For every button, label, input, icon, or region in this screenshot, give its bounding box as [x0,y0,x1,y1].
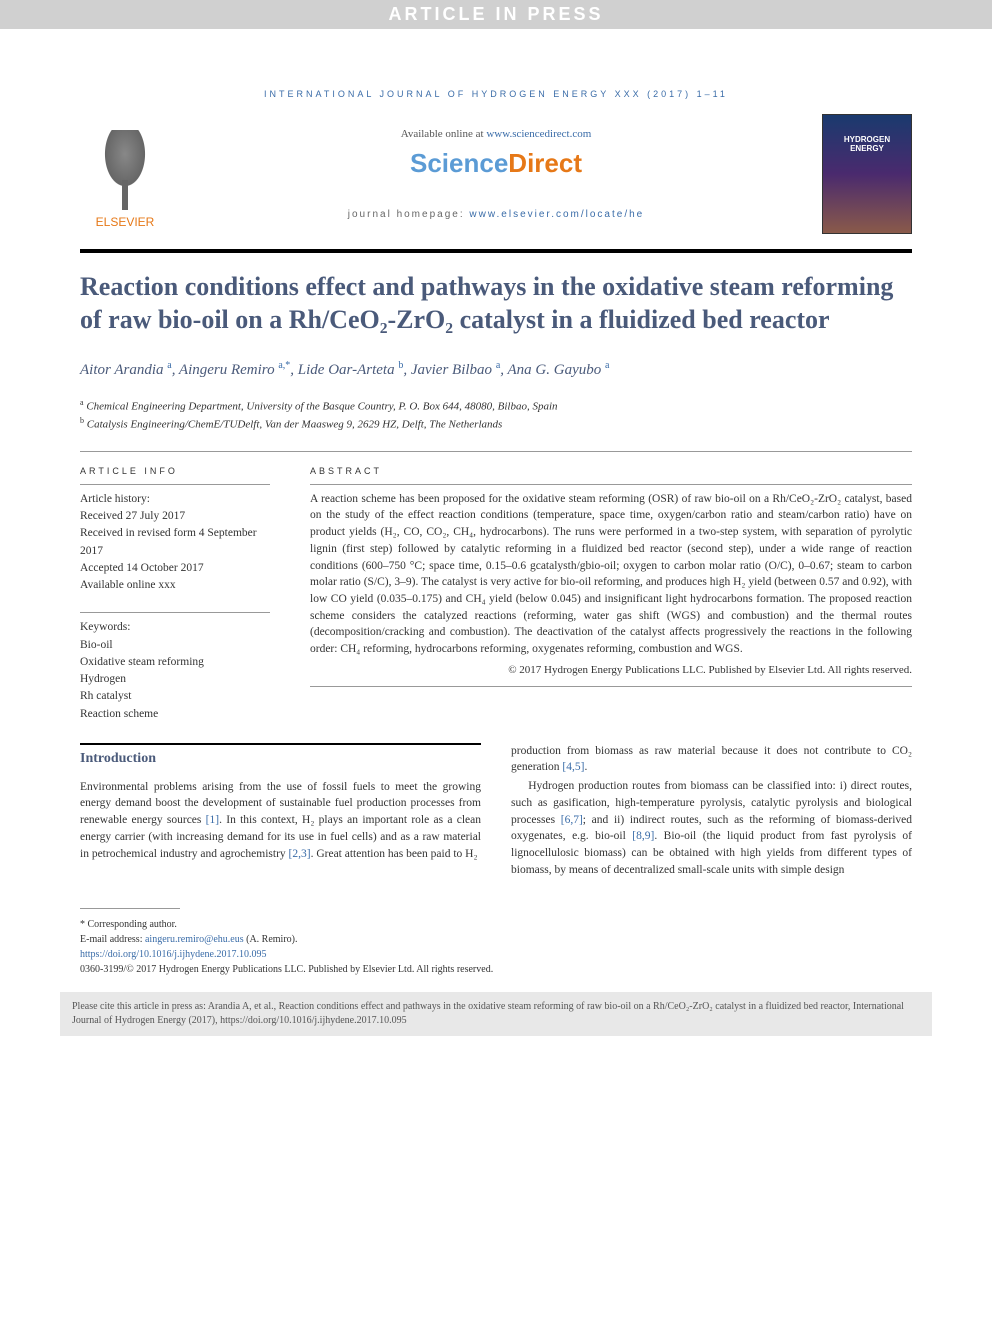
elsevier-tree-icon [90,130,160,210]
article-info-column: ARTICLE INFO Article history: Received 2… [80,466,270,723]
article-history: Article history: Received 27 July 2017 R… [80,491,270,595]
affiliation-a: a Chemical Engineering Department, Unive… [80,397,912,415]
title-rule [80,249,912,253]
revised-date: Received in revised form 4 September 201… [80,525,270,560]
email-link[interactable]: aingeru.remiro@ehu.eus [145,934,244,945]
keyword: Bio-oil [80,637,270,654]
received-date: Received 27 July 2017 [80,508,270,525]
intro-heading: Introduction [80,751,481,767]
doi-link[interactable]: https://doi.org/10.1016/j.ijhydene.2017.… [80,949,266,960]
affiliation-b: b Catalysis Engineering/ChemE/TUDelft, V… [80,415,912,433]
available-online: Available online at www.sciencedirect.co… [170,128,822,140]
header-center: Available online at www.sciencedirect.co… [170,128,822,220]
available-label: Available online at [401,128,487,140]
email-suffix: (A. Remiro). [244,934,298,945]
online-date: Available online xxx [80,577,270,594]
sciencedirect-logo: ScienceDirect [170,148,822,179]
press-banner: ARTICLE IN PRESS [0,0,992,29]
keyword: Hydrogen [80,671,270,688]
keyword: Oxidative steam reforming [80,654,270,671]
intro-para-1: Environmental problems arising from the … [80,779,481,862]
article-info-label: ARTICLE INFO [80,466,270,476]
info-rule-top [80,451,912,452]
abstract-copyright: © 2017 Hydrogen Energy Publications LLC.… [310,664,912,676]
sd-direct: Direct [508,148,582,178]
abstract-label: ABSTRACT [310,466,912,476]
body-columns: Introduction Environmental problems aris… [80,743,912,878]
accepted-date: Accepted 14 October 2017 [80,560,270,577]
corresponding-author: * Corresponding author. [80,917,912,932]
homepage-label: journal homepage: [348,209,470,220]
journal-header: INTERNATIONAL JOURNAL OF HYDROGEN ENERGY… [80,89,912,99]
article-title: Reaction conditions effect and pathways … [80,271,912,336]
affil-b-text: Catalysis Engineering/ChemE/TUDelft, Van… [87,418,503,430]
elsevier-logo: ELSEVIER [80,119,170,229]
sciencedirect-link[interactable]: www.sciencedirect.com [486,128,591,140]
keywords-block: Keywords: Bio-oil Oxidative steam reform… [80,619,270,723]
email-label: E-mail address: [80,934,145,945]
sd-science: Science [410,148,508,178]
journal-cover-thumbnail [822,114,912,234]
elsevier-text: ELSEVIER [96,215,155,229]
email-line: E-mail address: aingeru.remiro@ehu.eus (… [80,932,912,947]
history-label: Article history: [80,491,270,508]
page-container: INTERNATIONAL JOURNAL OF HYDROGEN ENERGY… [0,29,992,1066]
homepage-line: journal homepage: www.elsevier.com/locat… [170,209,822,220]
info-abstract-row: ARTICLE INFO Article history: Received 2… [80,466,912,723]
footer-separator [80,908,180,909]
issn-line: 0360-3199/© 2017 Hydrogen Energy Publica… [80,962,912,977]
abstract-text: A reaction scheme has been proposed for … [310,491,912,658]
footer-block: * Corresponding author. E-mail address: … [80,917,912,977]
authors: Aitor Arandia a, Aingeru Remiro a,*, Lid… [80,358,912,382]
body-col-right: production from biomass as raw material … [511,743,912,878]
keyword: Reaction scheme [80,706,270,723]
intro-para-3: Hydrogen production routes from biomass … [511,778,912,878]
citation-box: Please cite this article in press as: Ar… [60,992,932,1036]
affil-a-text: Chemical Engineering Department, Univers… [86,400,557,412]
header-box: ELSEVIER Available online at www.science… [80,114,912,234]
keyword: Rh catalyst [80,688,270,705]
keywords-label: Keywords: [80,619,270,636]
homepage-link[interactable]: www.elsevier.com/locate/he [469,209,644,220]
body-col-left: Introduction Environmental problems aris… [80,743,481,878]
intro-para-2: production from biomass as raw material … [511,743,912,776]
abstract-column: ABSTRACT A reaction scheme has been prop… [310,466,912,723]
